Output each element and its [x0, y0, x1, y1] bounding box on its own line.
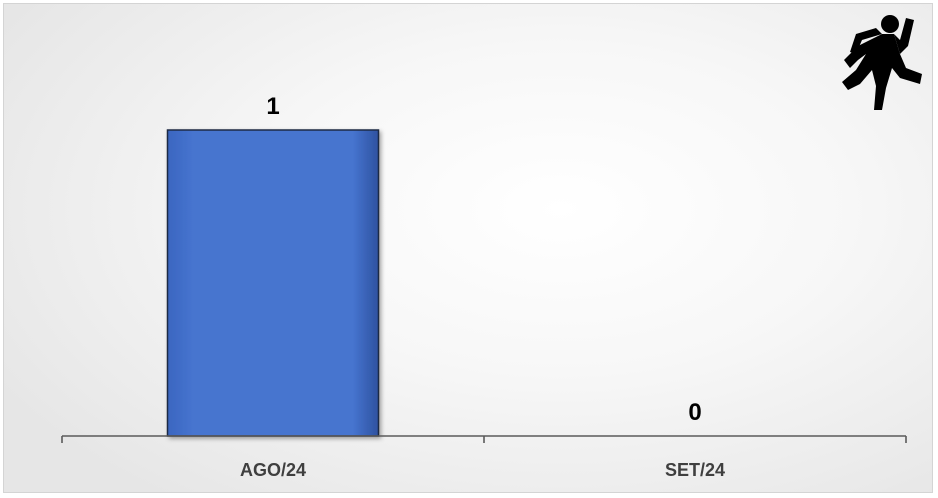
bar-chart: 10 AGO/24 SET/24	[61, 15, 922, 480]
x-axis-ticks	[61, 436, 907, 443]
data-label: 1	[266, 93, 279, 120]
bars-layer	[166, 129, 380, 437]
data-label: 0	[688, 399, 701, 426]
x-tick-label: SET/24	[665, 460, 725, 480]
bar-ago-24	[166, 129, 380, 437]
data-labels-layer: 10	[266, 93, 701, 426]
x-tick-label: AGO/24	[240, 460, 306, 480]
x-axis-tick-labels: AGO/24 SET/24	[240, 460, 725, 480]
running-person-icon	[842, 15, 922, 110]
